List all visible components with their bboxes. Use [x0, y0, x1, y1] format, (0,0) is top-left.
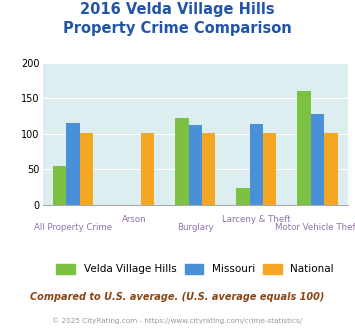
Bar: [53, 166, 66, 205]
Text: Motor Vehicle Theft: Motor Vehicle Theft: [275, 223, 355, 232]
Bar: [263, 133, 277, 205]
Bar: [324, 133, 338, 205]
Text: Compared to U.S. average. (U.S. average equals 100): Compared to U.S. average. (U.S. average …: [30, 292, 325, 302]
Text: Property Crime Comparison: Property Crime Comparison: [63, 21, 292, 36]
Bar: [311, 115, 324, 205]
Text: Burglary: Burglary: [177, 223, 214, 232]
Text: 2016 Velda Village Hills: 2016 Velda Village Hills: [80, 2, 275, 16]
Bar: [250, 124, 263, 205]
Legend: Velda Village Hills, Missouri, National: Velda Village Hills, Missouri, National: [56, 264, 334, 274]
Text: All Property Crime: All Property Crime: [34, 223, 112, 232]
Text: © 2025 CityRating.com - https://www.cityrating.com/crime-statistics/: © 2025 CityRating.com - https://www.city…: [53, 317, 302, 324]
Bar: [236, 188, 250, 205]
Text: Arson: Arson: [122, 214, 147, 223]
Bar: [66, 123, 80, 205]
Bar: [80, 133, 93, 205]
Text: Larceny & Theft: Larceny & Theft: [222, 214, 291, 223]
Bar: [297, 91, 311, 205]
Bar: [189, 125, 202, 205]
Bar: [202, 133, 215, 205]
Bar: [141, 133, 154, 205]
Bar: [175, 118, 189, 205]
